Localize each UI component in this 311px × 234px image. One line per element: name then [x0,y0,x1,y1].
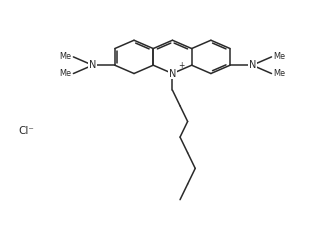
Text: Me: Me [60,69,72,78]
Text: Me: Me [273,69,285,78]
Text: +: + [178,61,184,70]
Text: Cl⁻: Cl⁻ [18,126,34,136]
Text: N: N [169,69,176,79]
Text: N: N [89,60,96,70]
Text: N: N [248,60,256,70]
Text: Me: Me [273,52,285,61]
Text: Me: Me [60,52,72,61]
